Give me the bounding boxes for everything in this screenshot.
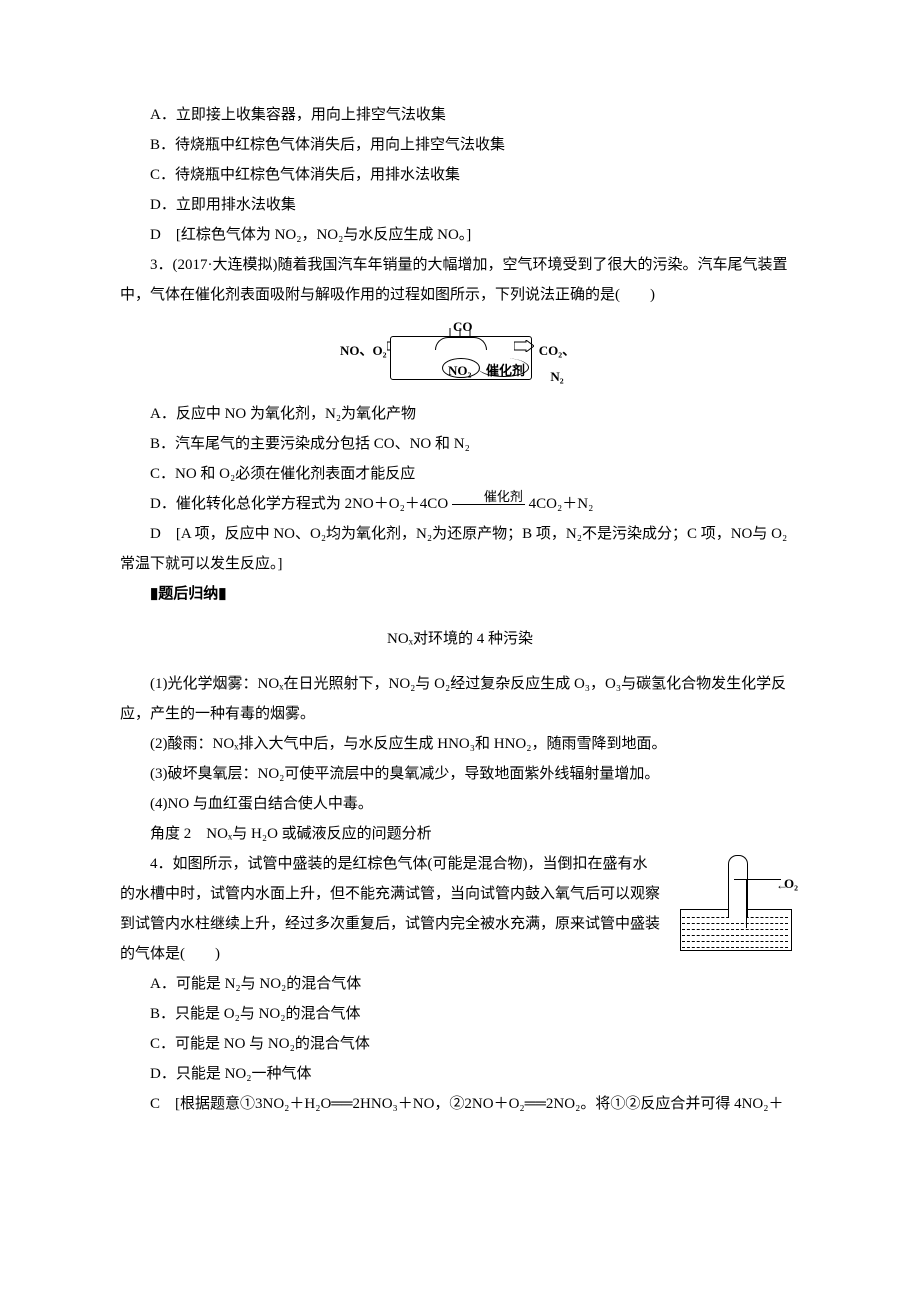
diagram-catalyst-wrapper: NO、O₂ CO NO₂ 催化剂 CO₂、N₂ <box>120 310 800 399</box>
q4-option-c: C．可能是 NO 与 NO₂的混合气体 <box>120 1029 800 1059</box>
q2-option-d: D．立即用排水法收集 <box>120 190 800 220</box>
summary-title: NOₓ对环境的 4 种污染 <box>120 624 800 654</box>
q4-answer: C [根据题意①3NO₂＋H₂O══2HNO₃＋NO，②2NO＋O₂══2NO₂… <box>120 1089 800 1119</box>
angle2-title: 角度 2 NOₓ与 H₂O 或碱液反应的问题分析 <box>120 819 800 849</box>
arrow-out-icon <box>514 340 534 352</box>
section-marker: ▮题后归纳▮ <box>120 579 800 609</box>
q2-option-b: B．待烧瓶中红棕色气体消失后，用向上排空气法收集 <box>120 130 800 160</box>
diagram-left-label: NO、O₂ <box>340 338 387 364</box>
q2-option-a: A．立即接上收集容器，用向上排空气法收集 <box>120 100 800 130</box>
q4-option-b: B．只能是 O₂与 NO₂的混合气体 <box>120 999 800 1029</box>
q3-option-b: B．汽车尾气的主要污染成分包括 CO、NO 和 N₂ <box>120 429 800 459</box>
summary-p4: (4)NO 与血红蛋白结合使人中毒。 <box>120 789 800 819</box>
o2-label: O₂ <box>784 871 798 897</box>
q2-answer: D [红棕色气体为 NO₂，NO₂与水反应生成 NO。] <box>120 220 800 250</box>
q4-block: ← O₂ 4．如图所示，试管中盛装的是红棕色气体(可能是混合物)，当倒扣在盛有水… <box>120 849 800 969</box>
q3-option-d: D．催化转化总化学方程式为 2NO＋O₂＋4CO 催化剂 4CO₂＋N₂ <box>120 489 800 519</box>
summary-p1: (1)光化学烟雾：NOₓ在日光照射下，NO₂与 O₂经过复杂反应生成 O₃，O₃… <box>120 669 800 729</box>
q3-intro: 3．(2017·大连模拟)随着我国汽车年销量的大幅增加，空气环境受到了很大的污染… <box>120 250 800 310</box>
eq-bot <box>452 505 525 519</box>
equation-condition: 催化剂 <box>452 490 525 520</box>
q2-option-c: C．待烧瓶中红棕色气体消失后，用排水法收集 <box>120 160 800 190</box>
diagram-catalyst-label: 催化剂 <box>486 358 525 384</box>
diagram-catalyst: NO、O₂ CO NO₂ 催化剂 CO₂、N₂ <box>340 314 580 384</box>
summary-p2: (2)酸雨：NOₓ排入大气中后，与水反应生成 HNO₃和 HNO₂，随雨雪降到地… <box>120 729 800 759</box>
diagram-inner-arc <box>435 337 487 350</box>
q3-answer: D [A 项，反应中 NO、O₂均为氧化剂，N₂为还原产物；B 项，N₂不是污染… <box>120 519 800 579</box>
q3-d-post: 4CO₂＋N₂ <box>529 496 594 512</box>
q3-option-a: A．反应中 NO 为氧化剂，N₂为氧化产物 <box>120 399 800 429</box>
q4-option-d: D．只能是 NO₂一种气体 <box>120 1059 800 1089</box>
summary-p3: (3)破坏臭氧层：NO₂可使平流层中的臭氧减少，导致地面紫外线辐射量增加。 <box>120 759 800 789</box>
diagram-right-label: CO₂、N₂ <box>534 338 580 390</box>
q3-option-c: C．NO 和 O₂必须在催化剂表面才能反应 <box>120 459 800 489</box>
eq-top: 催化剂 <box>452 490 525 505</box>
document-page: A．立即接上收集容器，用向上排空气法收集 B．待烧瓶中红棕色气体消失后，用向上排… <box>0 0 920 1302</box>
diagram-tube: ← O₂ <box>670 855 800 955</box>
q4-option-a: A．可能是 N₂与 NO₂的混合气体 <box>120 969 800 999</box>
diagram-inside-label: NO₂ <box>448 358 471 384</box>
q3-d-pre: D．催化转化总化学方程式为 2NO＋O₂＋4CO <box>150 496 448 512</box>
gas-tube-vertical <box>734 879 747 928</box>
